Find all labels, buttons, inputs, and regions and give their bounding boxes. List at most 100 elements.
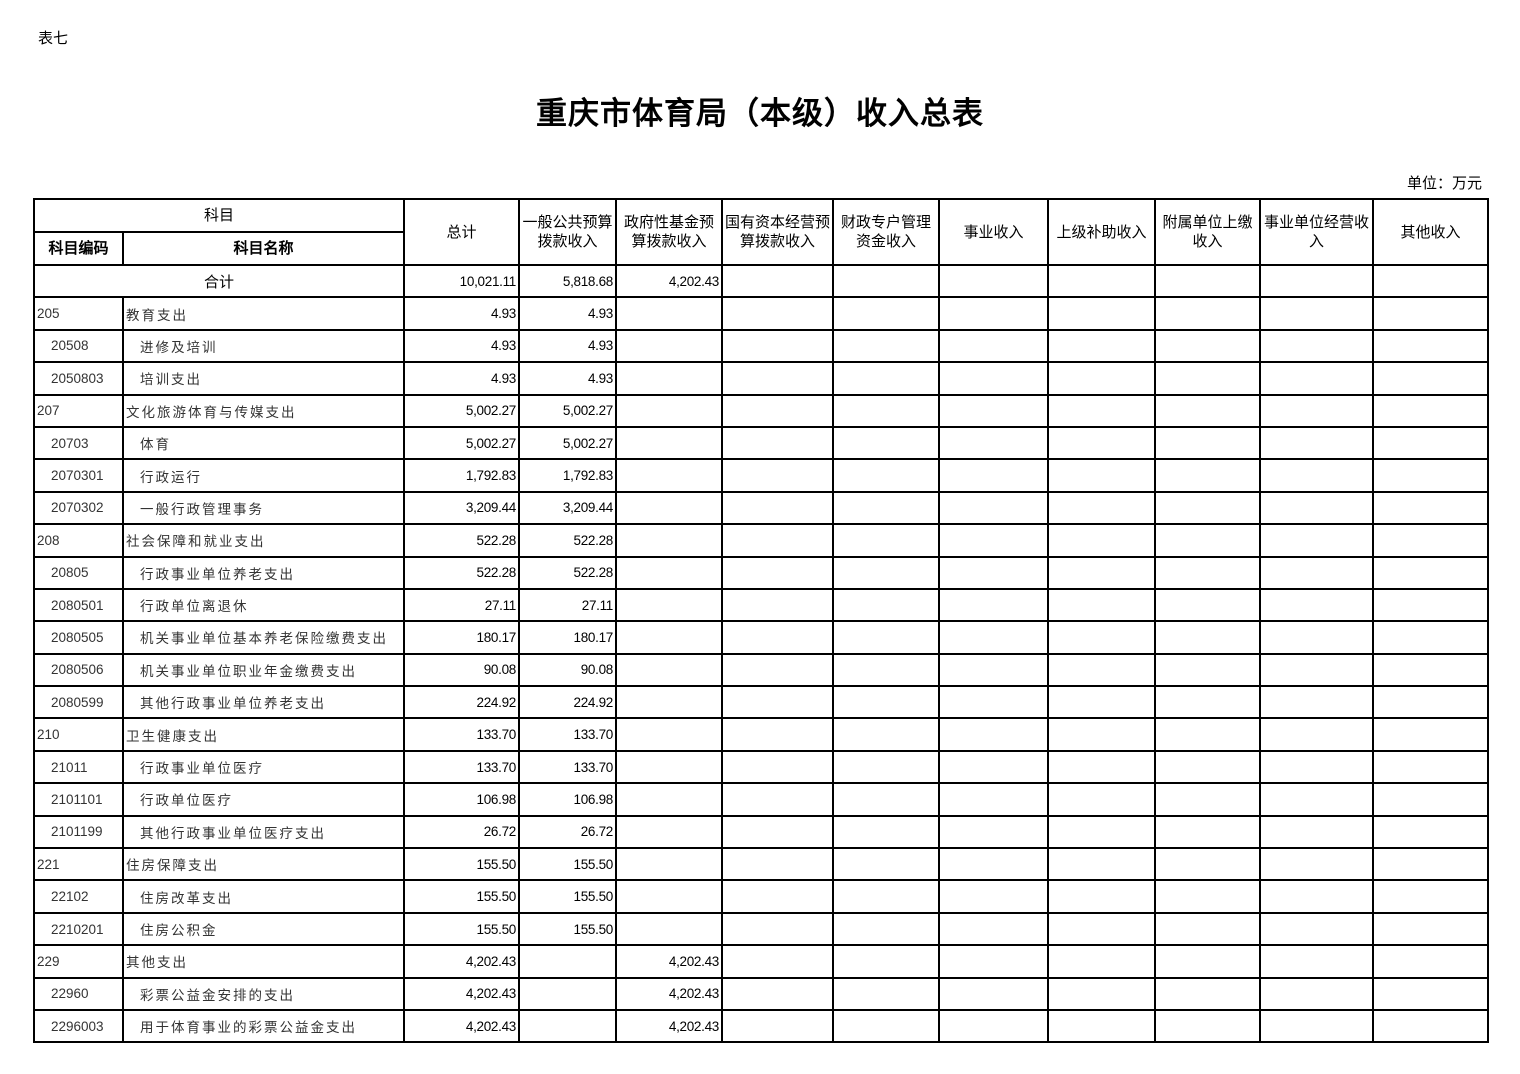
subject-code: 2210201 xyxy=(33,911,124,947)
amount-cell xyxy=(938,717,1050,752)
amount-cell xyxy=(938,361,1050,396)
total-cell xyxy=(1047,263,1157,299)
table-row: 221 住房保障支出 155.50 155.50 xyxy=(33,847,1490,882)
amount-cell xyxy=(1372,587,1490,623)
amount-cell: 4,202.43 xyxy=(615,1008,724,1044)
subject-code: 20508 xyxy=(33,328,124,364)
amount-cell xyxy=(1047,976,1157,1011)
amount-cell xyxy=(938,555,1050,590)
amount-cell xyxy=(938,620,1050,655)
amount-cell xyxy=(1154,555,1262,590)
amount-cell xyxy=(615,782,724,817)
amount-cell: 4,202.43 xyxy=(403,976,521,1011)
table-row: 2080506 机关事业单位职业年金缴费支出 90.08 90.08 xyxy=(33,652,1490,688)
amount-cell xyxy=(832,458,941,493)
amount-cell xyxy=(832,814,941,850)
amount-cell xyxy=(1154,944,1262,979)
amount-cell xyxy=(1047,814,1157,850)
amount-cell xyxy=(1259,814,1375,850)
amount-cell xyxy=(1047,879,1157,914)
amount-cell: 106.98 xyxy=(518,782,618,817)
subject-code: 207 xyxy=(33,393,124,428)
amount-cell xyxy=(1259,944,1375,979)
amount-cell: 155.50 xyxy=(403,847,521,882)
amount-cell xyxy=(1154,717,1262,752)
amount-cell: 1,792.83 xyxy=(518,458,618,493)
amount-cell xyxy=(1372,814,1490,850)
subject-code: 2080505 xyxy=(33,620,124,655)
table-row: 2070302 一般行政管理事务 3,209.44 3,209.44 xyxy=(33,490,1490,526)
subject-code: 22102 xyxy=(33,879,124,914)
subject-name: 行政单位离退休 xyxy=(121,587,406,623)
amount-cell xyxy=(615,361,724,396)
amount-cell xyxy=(518,976,618,1011)
header-column: 总计 xyxy=(403,198,521,266)
amount-cell xyxy=(1047,361,1157,396)
subject-name: 住房公积金 xyxy=(121,911,406,947)
amount-cell xyxy=(1047,458,1157,493)
amount-cell xyxy=(1372,652,1490,688)
amount-cell xyxy=(832,782,941,817)
amount-cell xyxy=(1259,458,1375,493)
header-subject: 科目 xyxy=(32,198,406,233)
amount-cell: 224.92 xyxy=(518,685,618,720)
amount-cell xyxy=(832,847,941,882)
table-row: 207 文化旅游体育与传媒支出 5,002.27 5,002.27 xyxy=(33,393,1490,428)
amount-cell xyxy=(721,652,835,688)
amount-cell xyxy=(938,393,1050,428)
table-row: 2210201 住房公积金 155.50 155.50 xyxy=(33,911,1490,947)
amount-cell xyxy=(1372,749,1490,785)
amount-cell xyxy=(615,717,724,752)
total-row: 合计 10,021.11 5,818.68 4,202.43 xyxy=(32,263,1490,299)
amount-cell: 155.50 xyxy=(518,879,618,914)
amount-cell xyxy=(615,652,724,688)
amount-cell xyxy=(938,879,1050,914)
amount-cell xyxy=(938,458,1050,493)
amount-cell xyxy=(1154,587,1262,623)
amount-cell xyxy=(832,976,941,1011)
amount-cell xyxy=(721,555,835,590)
amount-cell: 155.50 xyxy=(518,847,618,882)
amount-cell xyxy=(1154,620,1262,655)
amount-cell xyxy=(1259,782,1375,817)
amount-cell xyxy=(1372,458,1490,493)
subject-code: 208 xyxy=(33,523,124,558)
amount-cell xyxy=(938,490,1050,526)
header-column: 财政专户管理资金收入 xyxy=(832,198,941,266)
subject-name: 卫生健康支出 xyxy=(121,717,406,752)
subject-code: 22960 xyxy=(33,976,124,1011)
amount-cell xyxy=(938,976,1050,1011)
amount-cell xyxy=(1047,685,1157,720)
amount-cell xyxy=(1047,393,1157,428)
amount-cell: 4.93 xyxy=(518,361,618,396)
amount-cell xyxy=(1259,749,1375,785)
amount-cell xyxy=(938,814,1050,850)
amount-cell xyxy=(832,911,941,947)
amount-cell xyxy=(832,587,941,623)
amount-cell xyxy=(832,685,941,720)
amount-cell: 4.93 xyxy=(518,296,618,331)
header-column: 事业单位经营收入 xyxy=(1259,198,1375,266)
amount-cell xyxy=(721,361,835,396)
amount-cell xyxy=(615,911,724,947)
amount-cell: 155.50 xyxy=(403,911,521,947)
amount-cell xyxy=(1047,523,1157,558)
amount-cell xyxy=(1154,523,1262,558)
amount-cell xyxy=(1047,490,1157,526)
amount-cell xyxy=(1372,490,1490,526)
amount-cell xyxy=(832,717,941,752)
amount-cell xyxy=(1154,1008,1262,1044)
amount-cell: 522.28 xyxy=(518,523,618,558)
amount-cell xyxy=(615,458,724,493)
amount-cell: 224.92 xyxy=(403,685,521,720)
amount-cell: 522.28 xyxy=(403,555,521,590)
amount-cell xyxy=(1372,911,1490,947)
subject-name: 其他支出 xyxy=(121,944,406,979)
amount-cell xyxy=(938,523,1050,558)
subject-code: 210 xyxy=(33,717,124,752)
amount-cell xyxy=(832,523,941,558)
amount-cell xyxy=(721,879,835,914)
table-row: 22102 住房改革支出 155.50 155.50 xyxy=(33,879,1490,914)
amount-cell xyxy=(1047,717,1157,752)
amount-cell xyxy=(1259,620,1375,655)
